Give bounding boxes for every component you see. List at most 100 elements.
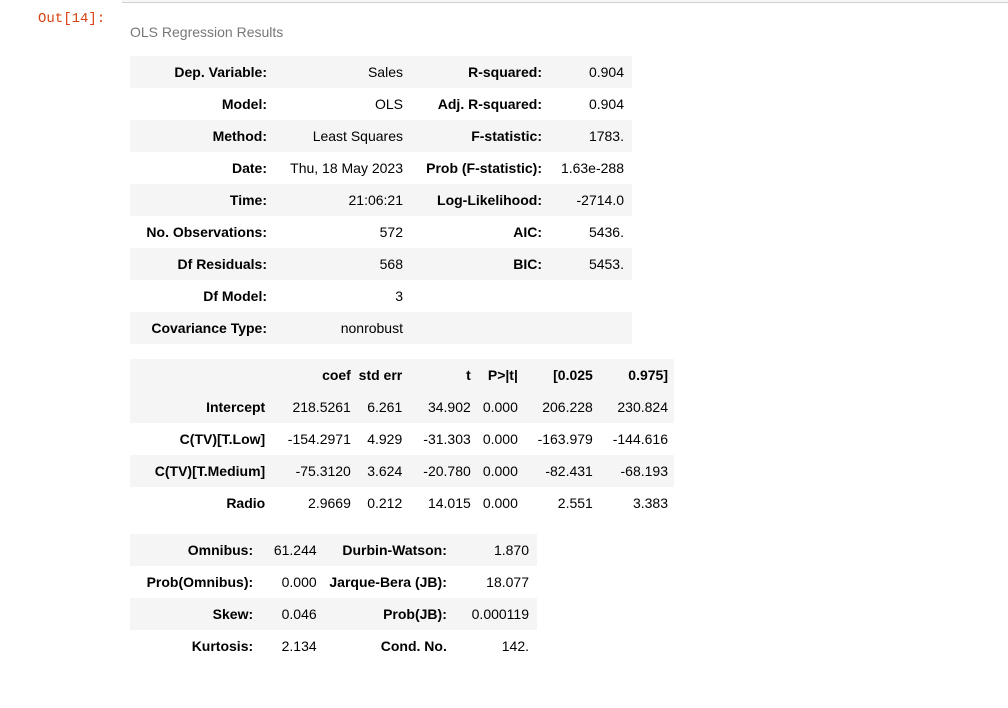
summary-value: 21:06:21	[348, 192, 404, 208]
summary-key: BIC:	[513, 256, 542, 272]
summary-row: Model: OLS Adj. R-squared: 0.904	[130, 88, 632, 120]
diagnostics-row: Skew: 0.046 Prob(JB): 0.000119	[130, 598, 537, 630]
column-header-std-err: std err	[358, 367, 403, 383]
summary-key: Covariance Type:	[151, 320, 267, 336]
coefficient-row: Radio 2.9669 0.212 14.015 0.000 2.551 3.383	[130, 487, 674, 519]
diagnostic-value: 0.046	[281, 606, 317, 622]
coefficient-value: 4.929	[367, 431, 403, 447]
summary-row: Df Model: 3	[130, 280, 632, 312]
diagnostic-key: Jarque-Bera (JB):	[329, 574, 447, 590]
coefficient-value: 230.824	[617, 399, 668, 415]
column-header-coef: coef	[322, 367, 351, 383]
coefficient-value: -20.780	[423, 463, 471, 479]
summary-key: Log-Likelihood:	[437, 192, 542, 208]
diagnostic-key: Skew:	[212, 606, 254, 622]
diagnostics-row: Kurtosis: 2.134 Cond. No. 142.	[130, 630, 537, 662]
summary-value: 1783.	[588, 128, 624, 144]
summary-row: Date: Thu, 18 May 2023 Prob (F-statistic):…	[130, 152, 632, 184]
summary-row: Covariance Type: nonrobust	[130, 312, 632, 344]
summary-row: Dep. Variable: Sales R-squared: 0.904	[130, 56, 632, 88]
diagnostic-value: 0.000119	[471, 606, 529, 622]
coefficient-value: -68.193	[620, 463, 668, 479]
summary-value: OLS	[374, 96, 403, 112]
summary-value: Thu, 18 May 2023	[290, 160, 403, 176]
summary-key: Prob (F-statistic):	[426, 160, 542, 176]
coefficient-value: -163.979	[537, 431, 593, 447]
coefficient-name: Intercept	[206, 399, 266, 415]
summary-value: 1.63e-288	[560, 160, 624, 176]
diagnostics-row: Omnibus: 61.244 Durbin-Watson: 1.870	[130, 534, 537, 566]
summary-value: 3	[395, 288, 403, 304]
summary-key: Model:	[221, 96, 267, 112]
summary-value	[546, 280, 632, 312]
summary-value: 5453.	[588, 256, 624, 272]
diagnostic-key: Cond. No.	[380, 638, 447, 654]
coefficient-value: 206.228	[542, 399, 593, 415]
diagnostics-row: Prob(Omnibus): 0.000 Jarque-Bera (JB): 18.0…	[130, 566, 537, 598]
diagnostic-key: Kurtosis:	[191, 638, 254, 654]
summary-value: 572	[379, 224, 403, 240]
diagnostic-key: Omnibus:	[187, 542, 254, 558]
coefficient-value: 34.902	[427, 399, 471, 415]
coefficient-value: -31.303	[423, 431, 471, 447]
summary-value: 0.904	[588, 96, 624, 112]
summary-row: No. Observations: 572 AIC: 5436.	[130, 216, 632, 248]
row-label-header	[130, 359, 269, 391]
summary-value: 568	[379, 256, 403, 272]
summary-key: R-squared:	[468, 64, 542, 80]
summary-key: Date:	[231, 160, 267, 176]
coefficient-value: -75.3120	[295, 463, 351, 479]
summary-key: Time:	[229, 192, 267, 208]
coefficient-name: Radio	[226, 495, 266, 511]
output-prompt: Out[14]:	[38, 11, 106, 27]
coefficient-value: 218.5261	[292, 399, 351, 415]
coefficient-value: 0.000	[482, 495, 518, 511]
summary-value: 0.904	[588, 64, 624, 80]
diagnostic-value: 1.870	[493, 542, 529, 558]
column-header-ci-upper: 0.975]	[628, 367, 668, 383]
coefficient-value: 14.015	[427, 495, 471, 511]
coefficients-table: coef std err t P>|t| [0.025 0.975] Inter…	[130, 359, 674, 519]
diagnostic-key: Prob(Omnibus):	[146, 574, 254, 590]
coefficient-value: 6.261	[367, 399, 403, 415]
coefficient-value: -144.616	[612, 431, 668, 447]
column-header-p-value: P>|t|	[487, 367, 518, 383]
coefficient-value: 3.383	[632, 495, 668, 511]
summary-row: Method: Least Squares F-statistic: 1783.	[130, 120, 632, 152]
summary-key: Adj. R-squared:	[437, 96, 542, 112]
diagnostic-value: 2.134	[281, 638, 317, 654]
table-caption: OLS Regression Results	[130, 24, 284, 40]
diagnostic-value: 18.077	[486, 574, 529, 590]
summary-key: No. Observations:	[146, 224, 267, 240]
model-summary-table: Dep. Variable: Sales R-squared: 0.904 Model:…	[130, 56, 632, 344]
coefficient-value: 2.9669	[308, 495, 351, 511]
summary-key: F-statistic:	[471, 128, 542, 144]
coefficient-name: C(TV)[T.Medium]	[154, 463, 266, 479]
coefficient-value: -154.2971	[287, 431, 351, 447]
summary-key	[408, 312, 546, 344]
diagnostics-table: Omnibus: 61.244 Durbin-Watson: 1.870 Prob(Om…	[130, 534, 537, 662]
summary-row: Time: 21:06:21 Log-Likelihood: -2714.0	[130, 184, 632, 216]
summary-value: -2714.0	[576, 192, 624, 208]
summary-key: Dep. Variable:	[174, 64, 267, 80]
summary-key: Method:	[212, 128, 267, 144]
coefficient-value: 2.551	[557, 495, 593, 511]
diagnostic-value: 0.000	[281, 574, 317, 590]
summary-row: Df Residuals: 568 BIC: 5453.	[130, 248, 632, 280]
diagnostic-value: 61.244	[273, 542, 317, 558]
summary-value: Least Squares	[312, 128, 403, 144]
coefficient-value: 0.212	[367, 495, 403, 511]
summary-value	[546, 312, 632, 344]
coefficient-value: -82.431	[545, 463, 593, 479]
coefficients-header-row: coef std err t P>|t| [0.025 0.975]	[130, 359, 674, 391]
coefficient-row: C(TV)[T.Medium] -75.3120 3.624 -20.780 0.000…	[130, 455, 674, 487]
previous-cell-edge	[122, 0, 1008, 3]
coefficient-name: C(TV)[T.Low]	[179, 431, 266, 447]
diagnostic-key: Prob(JB):	[383, 606, 447, 622]
summary-value: Sales	[367, 64, 403, 80]
coefficient-value: 3.624	[367, 463, 403, 479]
summary-value: nonrobust	[340, 320, 403, 336]
summary-key: Df Residuals:	[177, 256, 267, 272]
column-header-ci-lower: [0.025	[553, 367, 593, 383]
column-header-t: t	[466, 367, 471, 383]
